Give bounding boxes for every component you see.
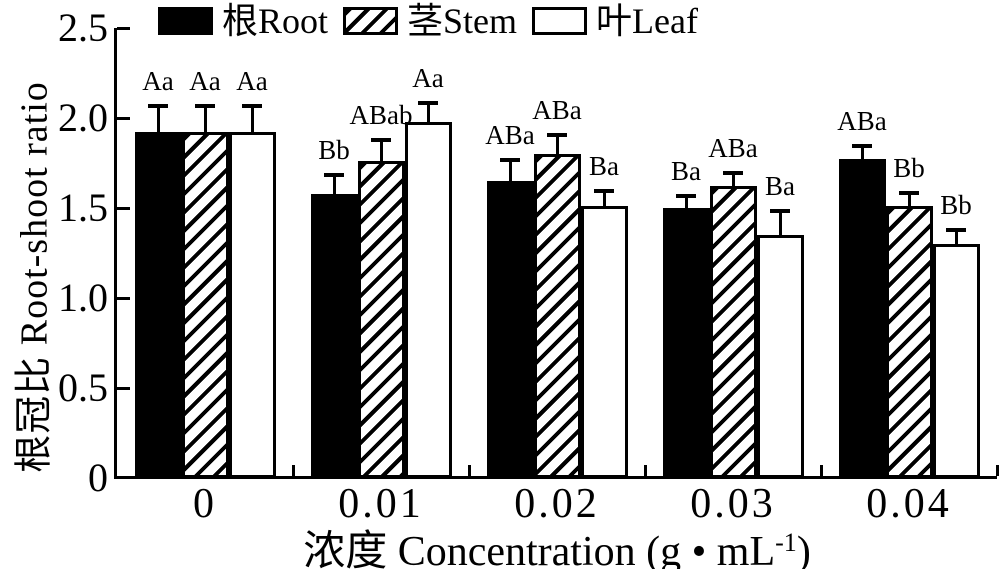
y-axis-tick-label: 1.0 bbox=[58, 275, 108, 320]
significance-label: Ba bbox=[765, 170, 795, 201]
error-bar-cap bbox=[500, 158, 520, 163]
error-bar bbox=[156, 107, 160, 133]
error-bar bbox=[508, 161, 512, 181]
significance-label: Ba bbox=[671, 156, 701, 187]
error-bar bbox=[684, 197, 688, 208]
significance-label: ABa bbox=[708, 132, 758, 163]
bar-根Root-0.01 bbox=[310, 193, 358, 478]
bar-根Root-0.02 bbox=[486, 181, 534, 478]
significance-label: Bb bbox=[940, 190, 972, 221]
x-axis-tick bbox=[291, 465, 295, 476]
chart-legend: 根Root 茎Stem 叶Leaf bbox=[158, 0, 698, 42]
error-bar-cap bbox=[547, 133, 567, 137]
legend-label: 茎Stem bbox=[407, 1, 518, 41]
x-axis-tick bbox=[995, 465, 999, 476]
bar-根Root-0.03 bbox=[662, 208, 710, 478]
error-bar bbox=[860, 146, 864, 160]
significance-label: Aa bbox=[142, 66, 174, 97]
error-bar bbox=[907, 193, 911, 207]
significance-label: Ba bbox=[589, 150, 619, 181]
diagonal-hatched-rect-legend-swatch-icon bbox=[343, 7, 399, 35]
error-bar bbox=[778, 211, 782, 235]
error-bar bbox=[203, 107, 207, 133]
error-bar bbox=[602, 191, 606, 207]
bar-叶Leaf-0.01 bbox=[404, 121, 452, 478]
significance-label: Bb bbox=[893, 152, 925, 183]
error-bar-cap bbox=[324, 172, 344, 177]
black-filled-rect-legend-swatch-icon bbox=[158, 7, 213, 35]
bar-叶Leaf-0.04 bbox=[932, 244, 980, 478]
error-bar bbox=[954, 231, 958, 244]
legend-item-叶Leaf: 叶Leaf bbox=[532, 0, 698, 42]
legend-label: 叶Leaf bbox=[596, 1, 698, 41]
error-bar-cap bbox=[852, 143, 872, 148]
y-axis-tick bbox=[117, 296, 130, 300]
white-rect-legend-swatch-icon bbox=[532, 7, 588, 35]
x-axis-title-close-paren: ) bbox=[796, 529, 811, 569]
x-axis-tick bbox=[643, 465, 647, 476]
legend-item-根Root: 根Root bbox=[158, 0, 328, 42]
y-axis-line bbox=[114, 28, 117, 479]
y-axis-tick-label: 0 bbox=[88, 455, 108, 500]
x-axis-title: 浓度 Concentration (g • mL-1) bbox=[303, 520, 811, 569]
x-axis-tick-label: 0 bbox=[193, 481, 217, 527]
bar-根Root-0 bbox=[134, 132, 182, 478]
bar-茎Stem-0.01 bbox=[357, 161, 405, 478]
significance-label: ABa bbox=[532, 95, 582, 125]
error-bar-cap bbox=[946, 228, 966, 233]
legend-label: 根Root bbox=[222, 1, 329, 41]
bar-茎Stem-0 bbox=[181, 132, 229, 478]
significance-label: ABa bbox=[837, 105, 887, 136]
error-bar bbox=[379, 141, 383, 162]
bar-茎Stem-0.04 bbox=[885, 206, 933, 478]
bar-叶Leaf-0.02 bbox=[580, 206, 628, 478]
error-bar-cap bbox=[770, 208, 790, 213]
y-axis-tick bbox=[117, 26, 130, 30]
y-axis-tick-label: 0.5 bbox=[58, 365, 108, 410]
error-bar-cap bbox=[148, 104, 168, 109]
significance-label: Aa bbox=[236, 66, 268, 97]
significance-label: Aa bbox=[189, 66, 221, 97]
significance-label: Bb bbox=[318, 134, 350, 165]
x-axis-tick-label: 0.02 bbox=[514, 481, 600, 527]
error-bar bbox=[332, 175, 336, 194]
y-axis-tick bbox=[117, 386, 130, 390]
error-bar-cap bbox=[418, 100, 438, 105]
y-axis-tick-label: 2.5 bbox=[58, 5, 108, 50]
y-axis-tick bbox=[117, 206, 130, 210]
error-bar-cap bbox=[371, 138, 391, 143]
error-bar-cap bbox=[899, 190, 919, 195]
x-axis-tick-label: 0.01 bbox=[338, 481, 424, 527]
x-axis-tick-label: 0.04 bbox=[866, 481, 952, 527]
error-bar-cap bbox=[594, 188, 614, 193]
significance-label: ABab bbox=[349, 100, 413, 131]
y-axis-tick-label: 1.5 bbox=[58, 185, 108, 230]
x-axis-tick-label: 0.03 bbox=[690, 481, 776, 527]
y-axis-tick bbox=[117, 116, 130, 120]
error-bar bbox=[426, 103, 430, 122]
error-bar-cap bbox=[242, 104, 262, 109]
error-bar bbox=[731, 173, 735, 187]
legend-item-茎Stem: 茎Stem bbox=[343, 0, 517, 42]
y-axis-tick-label: 2.0 bbox=[58, 95, 108, 140]
error-bar bbox=[555, 136, 559, 154]
bar-叶Leaf-0.03 bbox=[756, 235, 804, 478]
x-axis-title-superscript: -1 bbox=[775, 528, 797, 557]
bar-茎Stem-0.03 bbox=[709, 186, 757, 478]
bar-茎Stem-0.02 bbox=[533, 154, 581, 478]
x-axis-tick bbox=[819, 465, 823, 476]
error-bar-cap bbox=[723, 170, 743, 175]
significance-label: Aa bbox=[412, 62, 444, 93]
error-bar bbox=[250, 107, 254, 133]
bar-叶Leaf-0 bbox=[228, 132, 276, 478]
x-axis-title-text: 浓度 Concentration (g • mL bbox=[303, 529, 776, 569]
error-bar-cap bbox=[195, 104, 215, 109]
error-bar-cap bbox=[676, 194, 696, 199]
significance-label: ABa bbox=[485, 120, 535, 151]
x-axis-tick bbox=[467, 465, 471, 476]
bar-根Root-0.04 bbox=[838, 159, 886, 478]
